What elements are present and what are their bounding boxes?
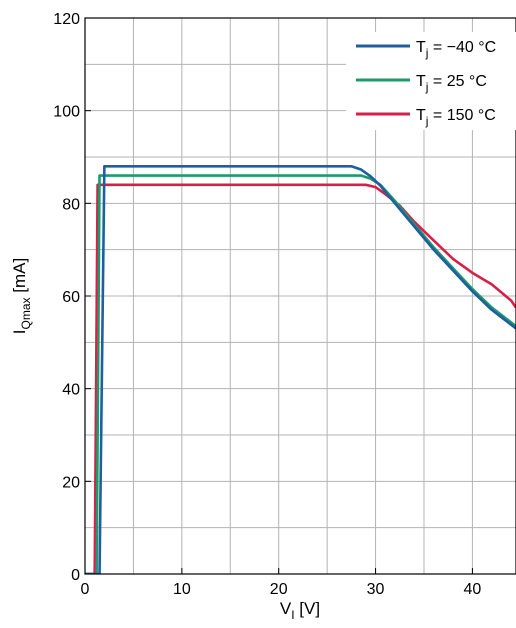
x-axis-label-sub: I	[291, 608, 294, 622]
x-tick-label-0: 0	[81, 581, 90, 598]
x-axis-label-unit: [V]	[295, 599, 321, 618]
y-tick-label-1: 20	[62, 474, 80, 491]
x-axis-label-main: V	[280, 599, 292, 618]
x-tick-label-3: 30	[367, 581, 385, 598]
legend-item-0: Tj = −40 °C	[356, 39, 496, 60]
y-tick-label-3: 60	[62, 289, 80, 306]
series-group	[85, 164, 516, 574]
legend-label-1: Tj = 25 °C	[416, 73, 487, 94]
y-tick-label-0: 0	[71, 567, 80, 584]
legend-label-0: Tj = −40 °C	[416, 39, 496, 60]
x-tick-label-1: 10	[173, 581, 191, 598]
y-axis-label: IQmax [mA]	[10, 258, 33, 334]
x-tick-label-4: 40	[464, 581, 482, 598]
y-axis-label-sub: Qmax	[19, 297, 33, 329]
y-tick-labels: 0 20 40 60 80 100 120	[53, 11, 91, 584]
legend-label-2: Tj = 150 °C	[416, 107, 496, 128]
x-axis-label: VI [V]	[280, 599, 320, 622]
y-axis-label-unit: [mA]	[10, 258, 29, 298]
y-tick-label-2: 40	[62, 382, 80, 399]
y-tick-label-4: 80	[62, 196, 80, 213]
series-line-1	[85, 174, 516, 574]
legend: Tj = −40 °C Tj = 25 °C Tj = 150 °C	[346, 32, 516, 130]
y-tick-label-5: 100	[53, 104, 80, 121]
x-tick-label-2: 20	[270, 581, 288, 598]
series-line-0	[85, 164, 516, 574]
y-tick-label-6: 120	[53, 11, 80, 28]
legend-item-1: Tj = 25 °C	[356, 73, 487, 94]
y-axis-label-main: I	[10, 329, 29, 334]
series-line-2	[85, 183, 516, 574]
legend-item-2: Tj = 150 °C	[356, 107, 496, 128]
x-tick-labels: 0 10 20 30 40	[81, 568, 482, 598]
